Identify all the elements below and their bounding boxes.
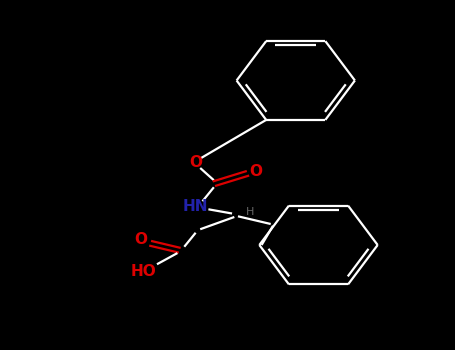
Text: HN: HN xyxy=(183,199,208,214)
Text: H: H xyxy=(246,207,254,217)
Text: HO: HO xyxy=(131,264,156,279)
Text: O: O xyxy=(135,232,147,247)
Text: O: O xyxy=(250,164,263,179)
Text: O: O xyxy=(189,155,202,170)
